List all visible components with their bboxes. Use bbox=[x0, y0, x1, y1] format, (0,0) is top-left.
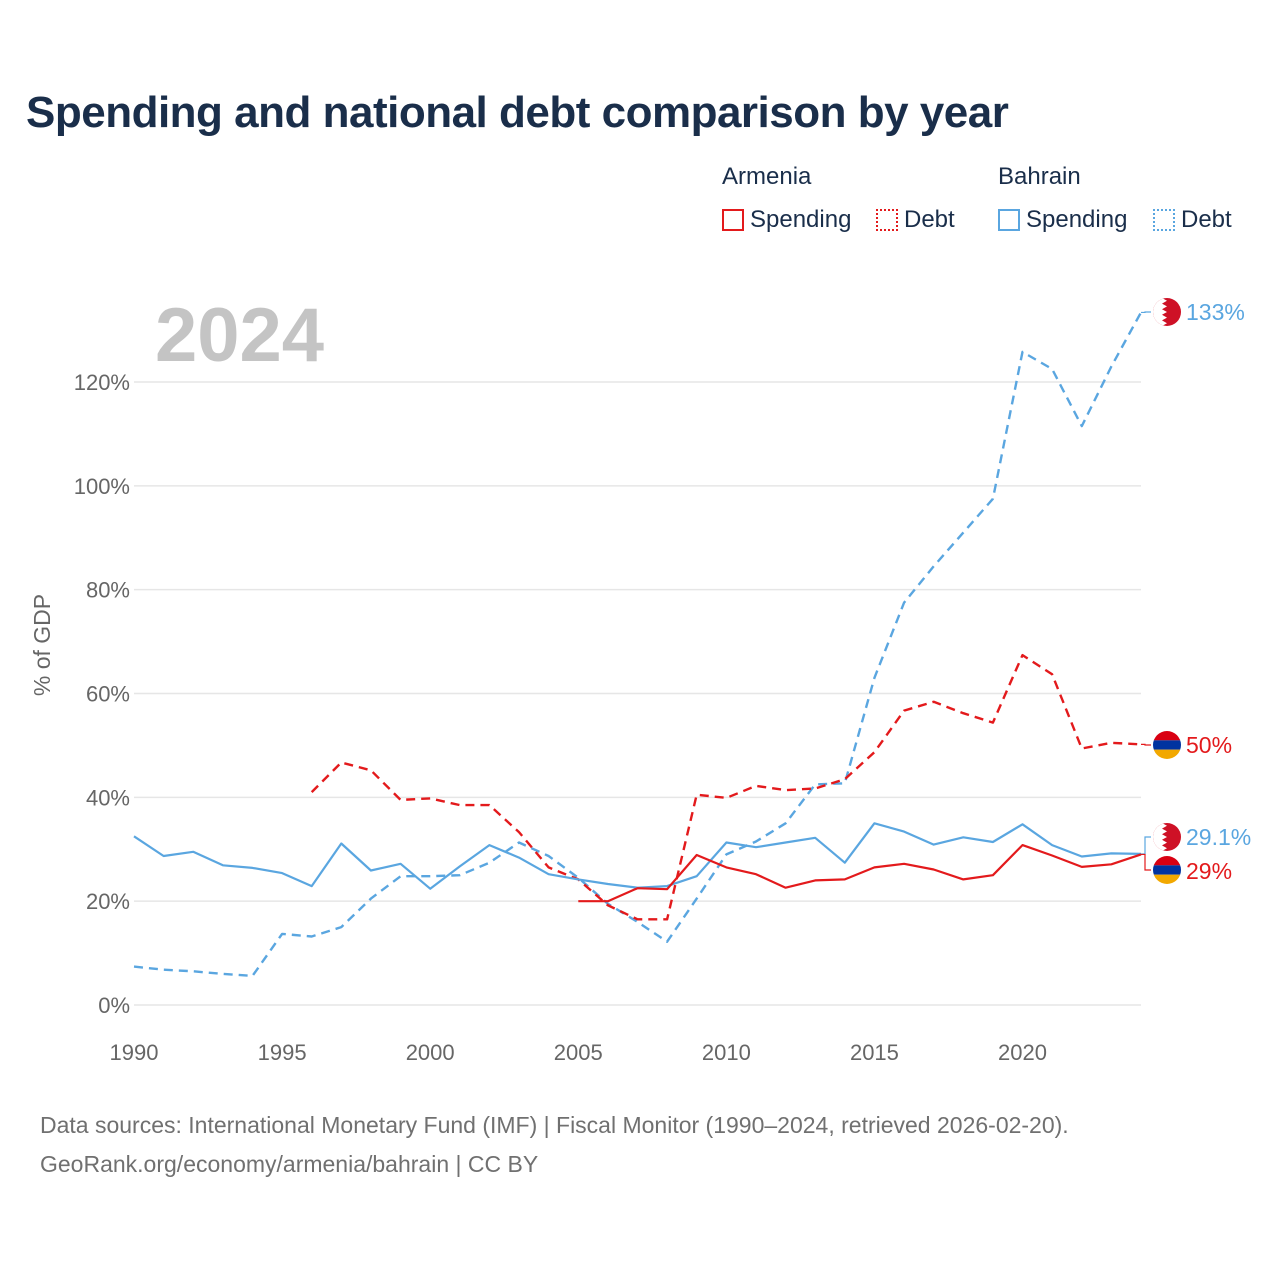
x-tick-label: 2010 bbox=[702, 1040, 751, 1065]
x-tick-label: 2020 bbox=[998, 1040, 1047, 1065]
end-value-label: 50% bbox=[1186, 732, 1232, 758]
y-tick-label: 80% bbox=[86, 578, 130, 603]
legend-item-armenia-spending[interactable]: Spending bbox=[722, 206, 851, 234]
armenia-flag-icon bbox=[1153, 856, 1181, 884]
series-line-bahrain-spending bbox=[133, 822, 1142, 890]
y-tick-label: 20% bbox=[86, 889, 130, 914]
end-value-label: 29% bbox=[1186, 858, 1232, 884]
bahrain-flag-icon bbox=[1153, 823, 1181, 851]
bahrain-flag-icon bbox=[1153, 298, 1181, 326]
legend-label: Debt bbox=[904, 206, 955, 233]
legend-item-armenia-debt[interactable]: Debt bbox=[876, 206, 955, 234]
legend-group-bahrain: Bahrain bbox=[998, 163, 1081, 190]
chart-title: Spending and national debt comparison by… bbox=[26, 88, 1009, 137]
series-line-armenia-debt bbox=[310, 653, 1142, 921]
y-tick-label: 100% bbox=[74, 474, 130, 499]
legend-swatch-solid-icon bbox=[722, 209, 744, 231]
legend-item-bahrain-spending[interactable]: Spending bbox=[998, 206, 1127, 234]
x-tick-label: 2015 bbox=[850, 1040, 899, 1065]
x-tick-label: 1990 bbox=[110, 1040, 159, 1065]
x-tick-label: 2000 bbox=[406, 1040, 455, 1065]
y-tick-label: 60% bbox=[86, 682, 130, 707]
footer-credit: GeoRank.org/economy/armenia/bahrain | CC… bbox=[40, 1151, 539, 1177]
legend-swatch-dotted-icon bbox=[876, 209, 898, 231]
end-connector bbox=[1141, 853, 1151, 871]
y-tick-label: 40% bbox=[86, 785, 130, 810]
legend-swatch-dotted-icon bbox=[1153, 209, 1175, 231]
x-tick-label: 1995 bbox=[258, 1040, 307, 1065]
end-labels-layer: 133% 50% 29.1% 29% bbox=[1141, 298, 1251, 884]
end-value-label: 133% bbox=[1186, 299, 1245, 325]
end-connector bbox=[1141, 743, 1151, 746]
y-tick-label: 120% bbox=[74, 370, 130, 395]
y-axis-label: % of GDP bbox=[29, 594, 55, 696]
legend-label: Spending bbox=[750, 206, 852, 233]
armenia-flag-icon bbox=[1153, 731, 1181, 759]
end-value-label: 29.1% bbox=[1186, 824, 1251, 850]
legend-label: Debt bbox=[1181, 206, 1232, 233]
legend-label: Spending bbox=[1026, 206, 1128, 233]
footer-sources: Data sources: International Monetary Fun… bbox=[40, 1112, 1069, 1138]
legend-swatch-solid-icon bbox=[998, 209, 1020, 231]
legend-item-bahrain-debt[interactable]: Debt bbox=[1153, 206, 1232, 234]
y-axis-ticks: 0% 20% 40% 60% 80% 100% 120% bbox=[74, 370, 130, 1018]
end-connector bbox=[1141, 836, 1151, 855]
year-watermark: 2024 bbox=[155, 293, 325, 378]
footer: Data sources: International Monetary Fun… bbox=[40, 1106, 1069, 1184]
x-axis-ticks: 1990 1995 2000 2005 2010 2015 2020 bbox=[110, 1040, 1047, 1065]
legend-group-armenia: Armenia bbox=[722, 163, 812, 190]
x-tick-label: 2005 bbox=[554, 1040, 603, 1065]
series-layer bbox=[133, 311, 1143, 978]
grid-layer bbox=[134, 381, 1141, 1006]
series-line-bahrain-debt bbox=[133, 311, 1143, 978]
series-line-armenia-spending bbox=[578, 843, 1142, 903]
y-tick-label: 0% bbox=[98, 993, 130, 1018]
